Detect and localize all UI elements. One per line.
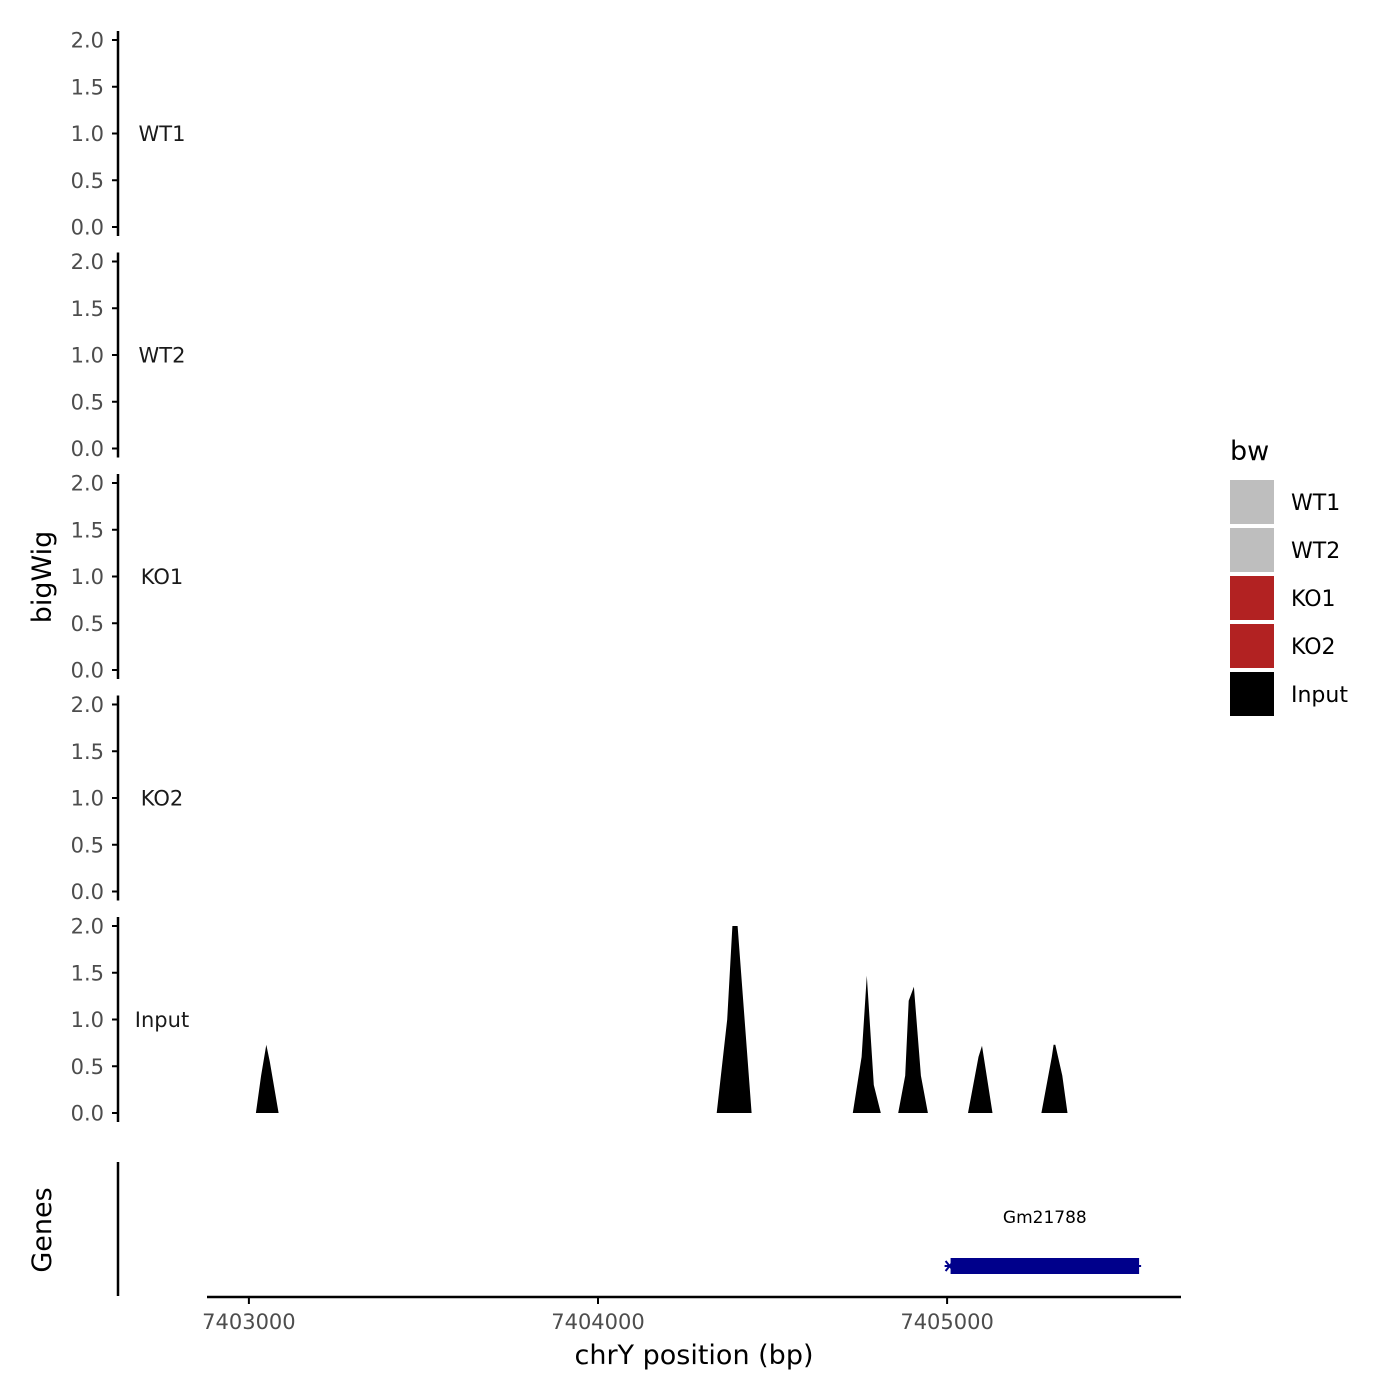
track-label: Input	[135, 1008, 189, 1032]
legend-swatch	[1230, 480, 1274, 524]
legend-item-ko2: KO2	[1230, 624, 1336, 668]
y-tick-label: 2.0	[71, 472, 104, 496]
legend-label: WT1	[1291, 491, 1340, 516]
track-label: WT1	[139, 122, 186, 146]
track-ko2: 0.0 0.5 1.0 1.5 2.0 KO2	[71, 693, 184, 904]
y-tick-label: 0.5	[71, 169, 104, 193]
track-ko1: 0.0 0.5 1.0 1.5 2.0 KO1	[71, 472, 184, 683]
y-tick-label: 1.0	[71, 122, 104, 146]
y-tick-label: 0.0	[71, 437, 104, 461]
track-wt1: 0.0 0.5 1.0 1.5 2.0 WT1	[71, 29, 186, 240]
legend-label: KO2	[1291, 635, 1336, 660]
x-tick-label: 7405000	[900, 1310, 994, 1334]
gene-label: Gm21788	[1003, 1208, 1087, 1228]
signal-area	[255, 926, 1068, 1113]
y-tick-label: 0.5	[71, 833, 104, 857]
legend-label: WT2	[1291, 539, 1340, 564]
track-label: KO1	[141, 565, 184, 589]
legend-swatch	[1230, 528, 1274, 572]
y-tick-label: 0.0	[71, 659, 104, 683]
y-tick-label: 1.0	[71, 344, 104, 368]
y-tick-label: 1.5	[71, 75, 104, 99]
legend-label: Input	[1291, 683, 1348, 708]
x-axis: 7403000 7404000 7405000	[202, 1295, 1181, 1334]
y-tick-label: 0.5	[71, 390, 104, 414]
y-tick-label: 2.0	[71, 693, 104, 717]
legend-label: KO1	[1291, 587, 1336, 612]
y-tick-label: 1.5	[71, 297, 104, 321]
track-input: 0.0 0.5 1.0 1.5 2.0 Input	[71, 915, 1068, 1126]
y-tick-label: 2.0	[71, 29, 104, 53]
legend-title: bw	[1230, 436, 1269, 467]
y-tick-label: 1.0	[71, 787, 104, 811]
y-tick-label: 0.5	[71, 612, 104, 636]
track-wt2: 0.0 0.5 1.0 1.5 2.0 WT2	[71, 250, 186, 461]
legend-swatch	[1230, 624, 1274, 668]
gene-gm21788: Gm21788	[944, 1208, 1142, 1274]
legend-item-input: Input	[1230, 672, 1348, 716]
y-tick-label: 1.5	[71, 740, 104, 764]
x-tick-label: 7403000	[202, 1310, 296, 1334]
y-tick-label: 0.0	[71, 216, 104, 240]
y-tick-label: 0.5	[71, 1055, 104, 1079]
legend-item-wt1: WT1	[1230, 480, 1340, 524]
genes-panel: Gm21788	[116, 1162, 1142, 1296]
legend-item-wt2: WT2	[1230, 528, 1340, 572]
x-tick-label: 7404000	[551, 1310, 645, 1334]
legend-item-ko1: KO1	[1230, 576, 1336, 620]
gene-strand-marker	[944, 1260, 955, 1272]
y-tick-label: 2.0	[71, 250, 104, 274]
gene-body	[950, 1258, 1140, 1274]
y-tick-label: 2.0	[71, 915, 104, 939]
y-axis-title: bigWig	[27, 531, 58, 624]
legend: bw WT1 WT2 KO1 KO2 Input	[1230, 436, 1348, 716]
y-tick-label: 0.0	[71, 1102, 104, 1126]
y-tick-label: 1.0	[71, 565, 104, 589]
genes-panel-title: Genes	[27, 1187, 58, 1272]
track-label: WT2	[139, 344, 186, 368]
y-tick-label: 1.5	[71, 961, 104, 985]
y-tick-label: 0.0	[71, 880, 104, 904]
legend-swatch	[1230, 672, 1274, 716]
x-axis-title: chrY position (bp)	[574, 1340, 813, 1371]
legend-swatch	[1230, 576, 1274, 620]
y-tick-label: 1.0	[71, 1008, 104, 1032]
bigwig-tracks: 0.00.51.01.52.0WT10.00.51.01.52.0WT20.00…	[71, 29, 1068, 1126]
y-tick-label: 1.5	[71, 518, 104, 542]
track-label: KO2	[141, 787, 184, 811]
